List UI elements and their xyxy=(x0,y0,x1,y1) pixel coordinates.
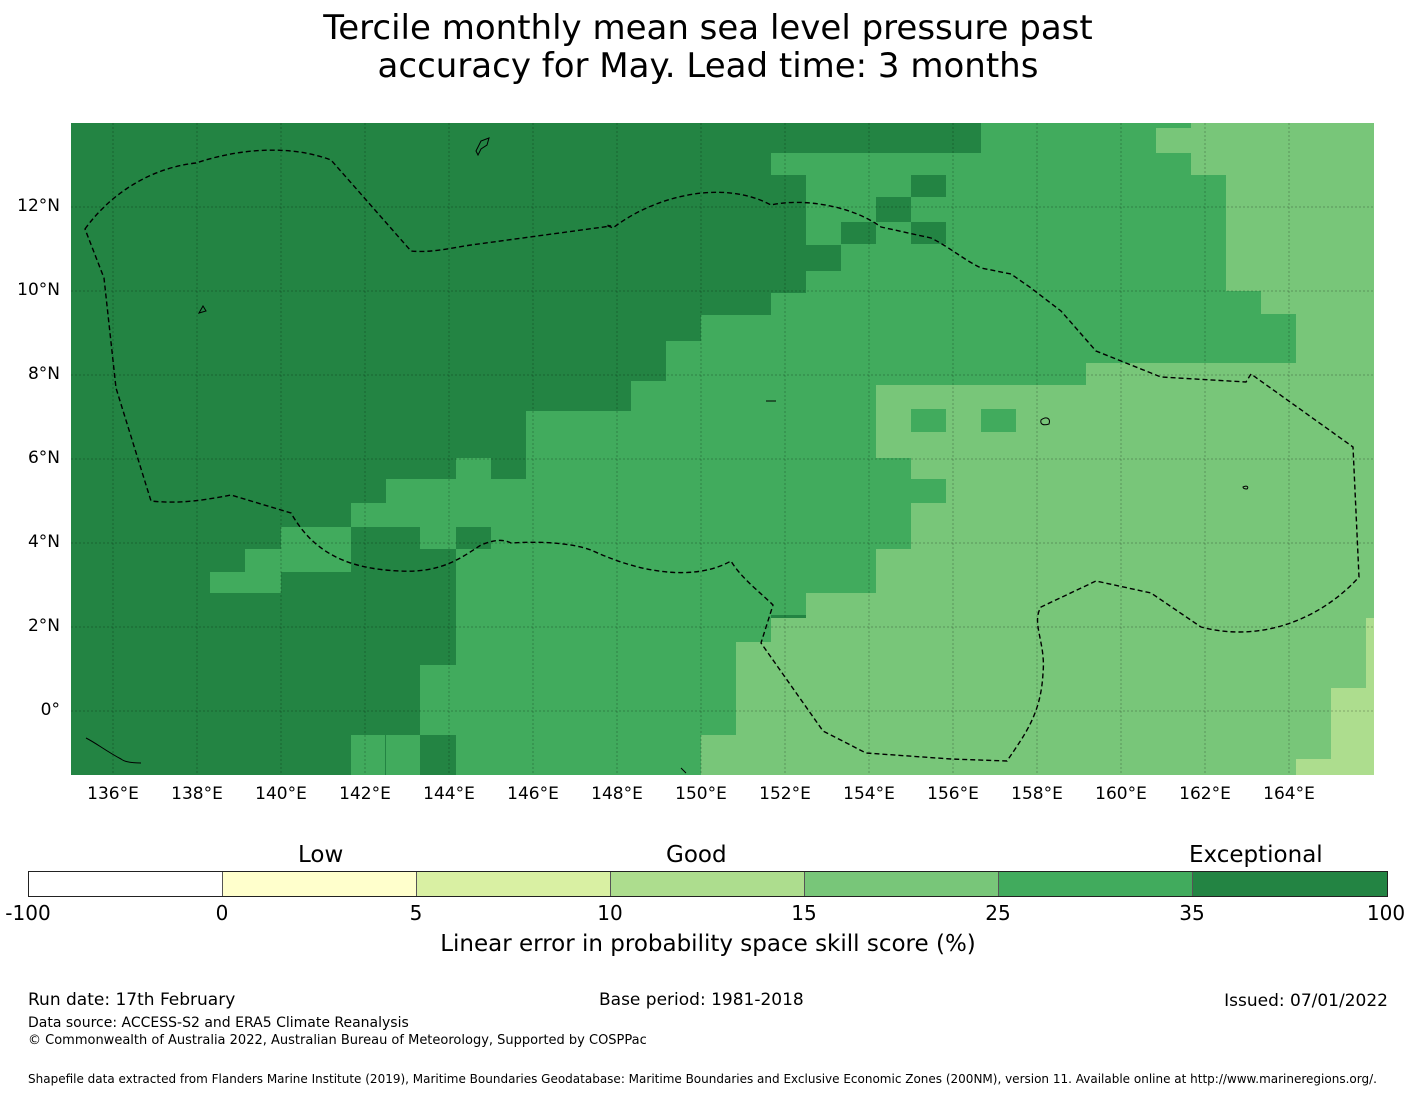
y-tick: 8°N xyxy=(27,364,60,384)
islands xyxy=(85,137,1249,774)
copyright: © Commonwealth of Australia 2022, Austra… xyxy=(28,1033,647,1048)
colorbar-segment xyxy=(223,872,417,896)
x-tick: 136°E xyxy=(87,784,139,804)
x-tick: 158°E xyxy=(1011,784,1063,804)
x-tick: 162°E xyxy=(1179,784,1231,804)
category-low: Low xyxy=(298,842,344,868)
colorbar-segment xyxy=(1193,872,1387,896)
x-tick: 164°E xyxy=(1263,784,1315,804)
map-gridlines xyxy=(71,123,1374,775)
x-tick: 144°E xyxy=(423,784,475,804)
map-title-line-1: Tercile monthly mean sea level pressure … xyxy=(323,8,1093,48)
x-tick: 156°E xyxy=(927,784,979,804)
colorbar-segment xyxy=(611,872,805,896)
eez-boundary xyxy=(84,149,1360,762)
x-tick: 152°E xyxy=(759,784,811,804)
y-tick: 2°N xyxy=(27,616,60,636)
colorbar-tick: 0 xyxy=(215,901,229,925)
data-source: Data source: ACCESS-S2 and ERA5 Climate … xyxy=(28,1015,409,1031)
category-good: Good xyxy=(666,842,727,868)
category-exceptional: Exceptional xyxy=(1189,842,1323,868)
y-tick: 4°N xyxy=(27,532,60,552)
colorbar-tick: 25 xyxy=(985,901,1011,925)
colorbar-tick: -100 xyxy=(5,901,51,925)
y-tick: 10°N xyxy=(17,280,60,300)
map-title-line-2: accuracy for May. Lead time: 3 months xyxy=(377,46,1039,86)
colorbar-tick: 100 xyxy=(1366,901,1406,925)
colorbar-segment xyxy=(417,872,611,896)
x-tick: 142°E xyxy=(339,784,391,804)
x-tick: 148°E xyxy=(591,784,643,804)
x-tick: 150°E xyxy=(675,784,727,804)
x-tick: 140°E xyxy=(255,784,307,804)
base-period: Base period: 1981-2018 xyxy=(599,990,804,1010)
y-tick: 12°N xyxy=(17,196,60,216)
colorbar-tick: 5 xyxy=(409,901,423,925)
run-date: Run date: 17th February xyxy=(28,990,236,1010)
colorbar-segment xyxy=(805,872,999,896)
colorbar-tick: 10 xyxy=(597,901,623,925)
skill-score-map xyxy=(71,123,1374,775)
y-tick: 6°N xyxy=(27,448,60,468)
colorbar-segment xyxy=(999,872,1193,896)
colorbar xyxy=(28,871,1388,897)
colorbar-label: Linear error in probability space skill … xyxy=(440,931,976,957)
x-tick: 154°E xyxy=(843,784,895,804)
x-tick: 146°E xyxy=(507,784,559,804)
x-tick: 138°E xyxy=(171,784,223,804)
x-tick: 160°E xyxy=(1095,784,1147,804)
issued-date: Issued: 07/01/2022 xyxy=(1224,991,1388,1011)
shapefile-credit: Shapefile data extracted from Flanders M… xyxy=(28,1072,1377,1086)
y-tick: 0° xyxy=(40,700,60,720)
colorbar-tick: 15 xyxy=(791,901,817,925)
colorbar-tick: 35 xyxy=(1179,901,1205,925)
colorbar-segment xyxy=(29,872,223,896)
